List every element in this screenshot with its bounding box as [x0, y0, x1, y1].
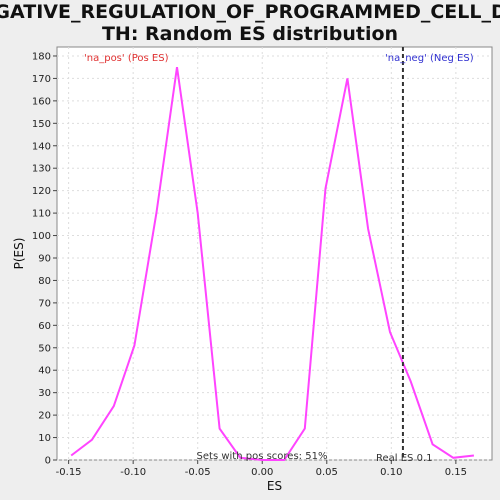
x-axis-label: ES [267, 479, 282, 493]
y-tick-label: 50 [38, 343, 51, 354]
y-tick-label: 10 [38, 433, 51, 444]
y-axis-label: P(ES) [12, 238, 26, 270]
plot-area [56, 46, 493, 461]
x-tick-label: -0.10 [120, 467, 146, 478]
pos-es-label: 'na_pos' (Pos ES) [84, 53, 169, 64]
es-distribution-line [70, 67, 475, 461]
y-axis-ticks: 0 10 20 30 40 50 60 70 80 90 100 110 120 130 140 150 160… [32, 51, 57, 467]
chart-title-line-1: NEGATIVE_REGULATION_OF_PROGRAMMED_CELL_D… [0, 1, 500, 23]
sets-pos-scores-label: Sets with pos scores: 51% [197, 451, 328, 462]
y-tick-label: 30 [38, 388, 51, 399]
y-tick-label: 60 [38, 321, 51, 332]
x-tick-label: 0.05 [316, 467, 338, 478]
y-tick-label: 160 [32, 96, 51, 107]
y-tick-label: 20 [38, 411, 51, 422]
chart-title-line-2: TH: Random ES distribution [101, 23, 399, 45]
y-tick-label: 170 [32, 74, 51, 85]
y-tick-label: 0 [45, 456, 51, 467]
y-tick-label: 150 [32, 119, 51, 130]
y-tick-label: 110 [32, 209, 51, 220]
y-tick-label: 130 [32, 164, 51, 175]
y-tick-label: 180 [32, 51, 51, 62]
y-tick-label: 70 [38, 298, 51, 309]
y-tick-label: 140 [32, 141, 51, 152]
x-tick-label: 0.10 [380, 467, 402, 478]
y-tick-label: 80 [38, 276, 51, 287]
x-tick-label: -0.15 [56, 467, 82, 478]
gridlines [57, 47, 492, 461]
x-tick-label: 0.15 [445, 467, 467, 478]
y-tick-label: 120 [32, 186, 51, 197]
x-tick-label: -0.05 [185, 467, 211, 478]
x-tick-label: 0.00 [251, 467, 273, 478]
neg-es-label: 'na_neg' (Neg ES) [385, 53, 474, 64]
y-tick-label: 100 [32, 231, 51, 242]
y-tick-label: 90 [38, 253, 51, 264]
y-tick-label: 40 [38, 366, 51, 377]
real-es-label: Real ES 0.1 [376, 453, 432, 464]
